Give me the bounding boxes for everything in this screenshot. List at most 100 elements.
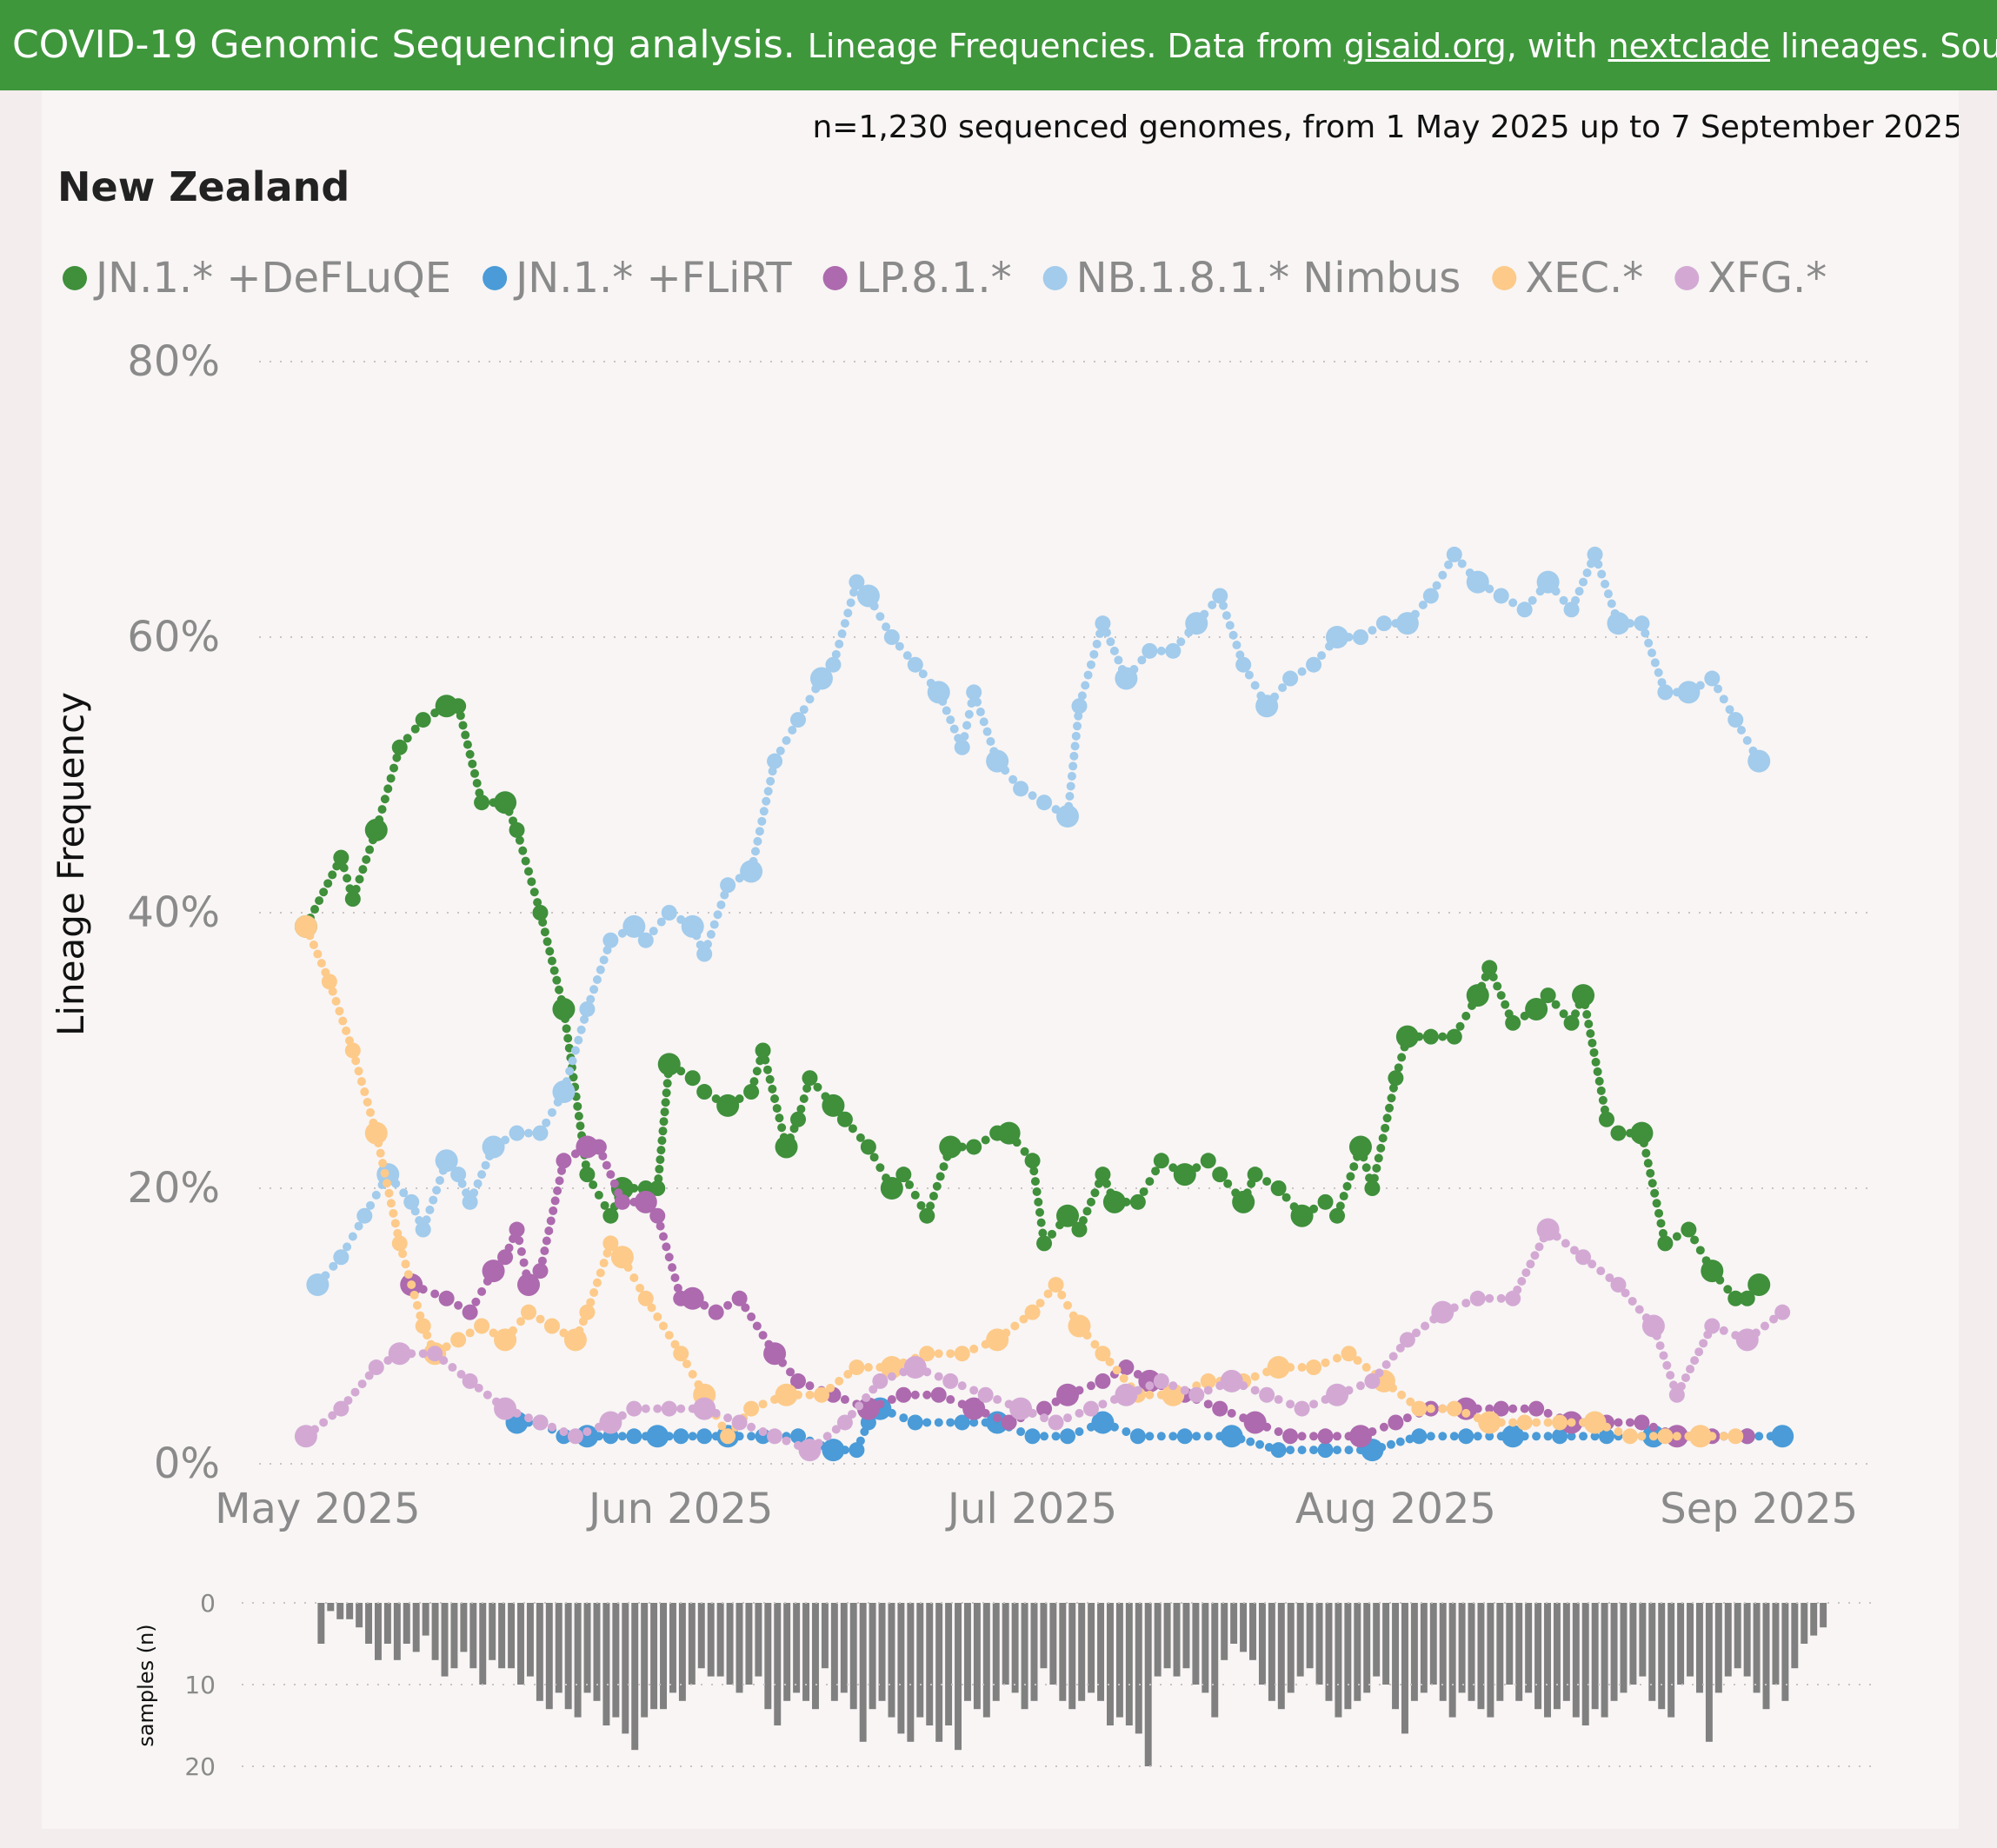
data-point[interactable] [579,1304,596,1320]
data-point[interactable] [1091,1411,1115,1434]
data-point[interactable] [1621,1428,1638,1445]
data-point[interactable] [696,1084,713,1100]
data-point[interactable] [1727,1290,1744,1306]
data-point[interactable] [614,1193,630,1210]
data-point[interactable] [1395,1025,1419,1048]
data-point[interactable] [494,791,517,814]
data-point[interactable] [1185,612,1208,635]
data-point[interactable] [903,1356,927,1379]
data-point[interactable] [333,1400,349,1417]
data-point[interactable] [576,1135,599,1159]
data-point[interactable] [1341,1346,1357,1362]
data-point[interactable] [1138,1369,1162,1393]
data-point[interactable] [1501,1425,1525,1448]
data-point[interactable] [696,946,713,962]
data-point[interactable] [1505,1014,1521,1031]
data-point[interactable] [344,891,361,907]
data-point[interactable] [1516,602,1533,618]
data-point[interactable] [532,1414,549,1431]
data-point[interactable] [822,1439,845,1462]
data-point[interactable] [1364,1373,1381,1389]
data-point[interactable] [1747,1273,1771,1296]
data-point[interactable] [1388,1070,1404,1087]
data-point[interactable] [1395,612,1419,635]
data-point[interactable] [767,753,783,769]
data-point[interactable] [1036,794,1053,811]
data-point[interactable] [1575,1249,1592,1266]
legend-label[interactable]: XFG.* [1707,254,1827,302]
data-point[interactable] [1115,1383,1138,1406]
data-point[interactable] [1563,602,1580,618]
data-point[interactable] [509,821,525,838]
data-point[interactable] [1142,642,1158,659]
data-point[interactable] [1505,1290,1521,1306]
data-point[interactable] [986,1411,1009,1434]
data-point[interactable] [1704,1318,1721,1334]
data-point[interactable] [462,1373,478,1389]
data-point[interactable] [907,656,923,673]
data-point[interactable] [1048,1414,1064,1431]
data-point[interactable] [1478,1411,1501,1434]
data-point[interactable] [415,712,431,728]
data-point[interactable] [1469,1290,1486,1306]
data-point[interactable] [356,1207,373,1224]
data-point[interactable] [1375,615,1392,632]
data-point[interactable] [391,1235,408,1252]
data-point[interactable] [388,1342,411,1366]
data-point[interactable] [517,1273,540,1296]
data-point[interactable] [634,1190,657,1213]
data-point[interactable] [1657,1428,1674,1445]
data-point[interactable] [942,1373,959,1389]
data-point[interactable] [740,860,763,883]
data-point[interactable] [1282,1428,1299,1445]
data-point[interactable] [939,1135,962,1159]
data-point[interactable] [1493,1400,1509,1417]
data-point[interactable] [602,1207,619,1224]
data-point[interactable] [849,1359,865,1376]
data-point[interactable] [294,914,317,938]
data-point[interactable] [649,1180,666,1196]
data-point[interactable] [1056,1383,1079,1406]
data-point[interactable] [1115,667,1138,690]
data-point[interactable] [1095,1346,1111,1362]
data-point[interactable] [1493,588,1509,604]
data-point[interactable] [610,1246,634,1269]
data-point[interactable] [1572,984,1595,1007]
data-point[interactable] [1056,805,1079,828]
data-point[interactable] [1095,1373,1111,1389]
data-point[interactable] [579,1167,596,1183]
data-point[interactable] [567,1428,583,1445]
data-point[interactable] [1466,984,1489,1007]
data-point[interactable] [954,1414,970,1431]
data-point[interactable] [1641,1314,1665,1338]
data-point[interactable] [1668,1386,1685,1403]
data-point[interactable] [450,1167,467,1183]
data-point[interactable] [1220,1425,1243,1448]
data-point[interactable] [646,1425,669,1448]
data-point[interactable] [1095,615,1111,632]
data-point[interactable] [849,574,865,590]
data-point[interactable] [333,1249,349,1266]
data-point[interactable] [673,1428,689,1445]
data-point[interactable] [1317,1428,1334,1445]
data-point[interactable] [427,1346,443,1362]
data-point[interactable] [1212,588,1228,604]
data-point[interactable] [552,1080,576,1104]
data-point[interactable] [1068,1314,1091,1338]
data-point[interactable] [880,1177,903,1200]
data-point[interactable] [1153,1153,1169,1169]
data-point[interactable] [1540,987,1556,1004]
data-point[interactable] [661,905,677,921]
data-point[interactable] [1259,1386,1275,1403]
data-point[interactable] [1727,712,1744,728]
data-point[interactable] [556,1153,572,1169]
data-point[interactable] [1552,1428,1568,1445]
data-point[interactable] [1294,1400,1310,1417]
legend-label[interactable]: JN.1.* +DeFLuQE [93,254,451,302]
data-point[interactable] [790,1428,806,1445]
gisaid-link[interactable]: gisaid.org [1343,27,1507,65]
data-point[interactable] [590,1139,607,1155]
data-point[interactable] [626,1400,642,1417]
legend-label[interactable]: NB.1.8.1.* Nimbus [1076,254,1461,302]
data-point[interactable] [1481,960,1498,976]
